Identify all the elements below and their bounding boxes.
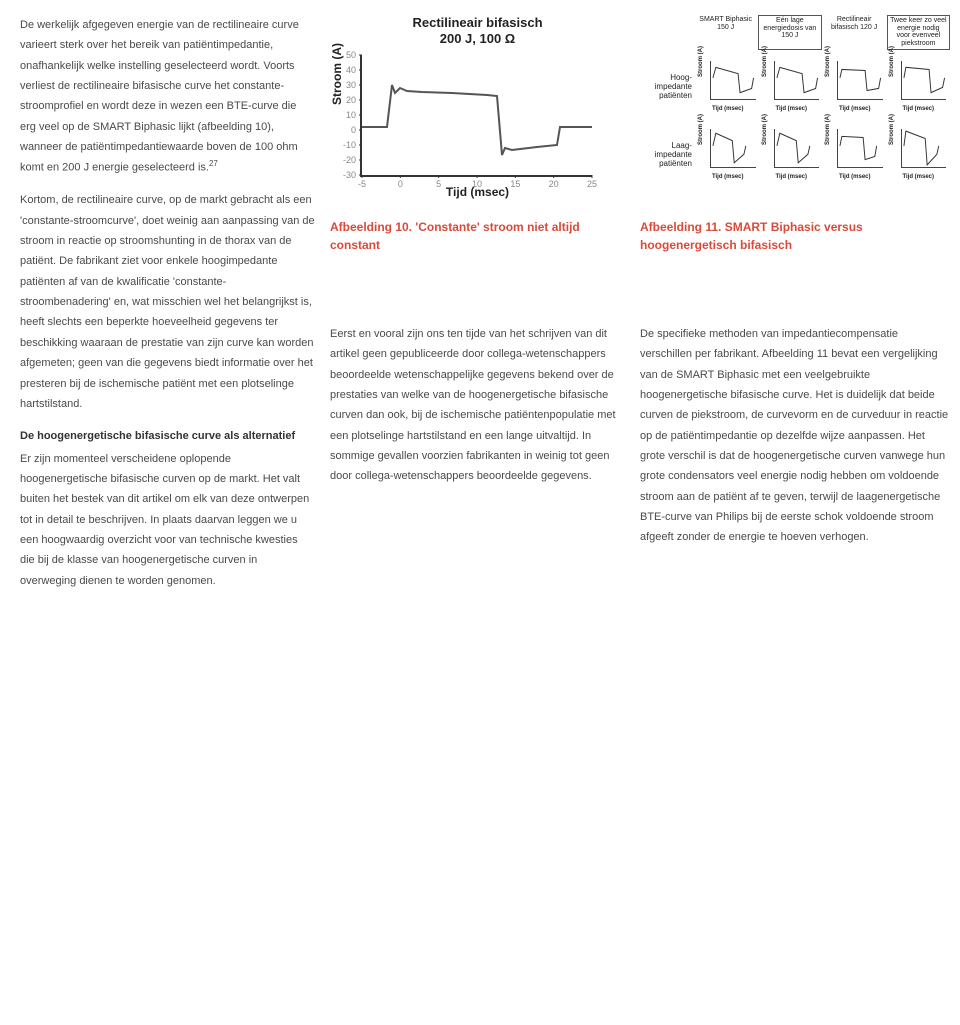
mini-ylabel: Stroom (A) <box>823 46 834 77</box>
svg-text:40: 40 <box>346 65 356 75</box>
fig11-header: Twee keer zo veel energie nodig voor eve… <box>887 15 950 50</box>
fig10-title-l2: 200 J, 100 Ω <box>440 31 515 46</box>
fig11-caption-bold: Afbeelding 11. <box>640 220 721 234</box>
fig11-row-label: Laag-impedante patiënten <box>640 141 696 169</box>
col1-para-3: Er zijn momenteel verscheidene oplopende… <box>20 449 315 591</box>
svg-text:10: 10 <box>346 110 356 120</box>
mini-ylabel: Stroom (A) <box>887 114 898 145</box>
col1-para-1: De werkelijk afgegeven energie van de re… <box>20 15 315 178</box>
mini-ylabel: Stroom (A) <box>696 46 707 77</box>
svg-text:0: 0 <box>351 125 356 135</box>
figure-10: Rectilineair bifasisch 200 J, 100 Ω Stro… <box>330 15 625 210</box>
fig11-header: Rectilineair bifasisch 120 J <box>824 15 885 50</box>
mini-xlabel: Tijd (msec) <box>825 172 885 183</box>
svg-text:-20: -20 <box>343 155 356 165</box>
fig11-caption: Afbeelding 11. SMART Biphasic versus hoo… <box>640 218 950 254</box>
fig11-header: Eén lage energiedosis van 150 J <box>758 15 821 50</box>
fig11-header: SMART Biphasic 150 J <box>695 15 756 50</box>
fig10-plot-area: 50403020100-10-20-30 -50510152025 <box>360 55 592 177</box>
fig10-ylabel: Stroom (A) <box>326 43 348 105</box>
fig11-mini-chart: Stroom (A)Tijd (msec) <box>698 127 758 182</box>
svg-text:-30: -30 <box>343 170 356 180</box>
fig11-mini-chart: Stroom (A)Tijd (msec) <box>889 59 949 114</box>
svg-text:-10: -10 <box>343 140 356 150</box>
figure-11: SMART Biphasic 150 JEén lage energiedosi… <box>640 15 950 210</box>
fig11-row: Laag-impedante patiëntenStroom (A)Tijd (… <box>640 124 950 186</box>
col2-para-1: Eerst en vooral zijn ons ten tijde van h… <box>330 324 625 487</box>
fig11-mini-chart: Stroom (A)Tijd (msec) <box>889 127 949 182</box>
mini-ylabel: Stroom (A) <box>887 46 898 77</box>
fig11-mini-chart: Stroom (A)Tijd (msec) <box>825 59 885 114</box>
fig11-row-label: Hoog-impedante patiënten <box>640 73 696 101</box>
fig10-caption-bold: Afbeelding 10. <box>330 220 412 234</box>
mini-xlabel: Tijd (msec) <box>698 172 758 183</box>
col1-p1-text: De werkelijk afgegeven energie van de re… <box>20 19 299 174</box>
fig10-title-l1: Rectilineair bifasisch <box>412 15 542 30</box>
fig11-mini-chart: Stroom (A)Tijd (msec) <box>698 59 758 114</box>
col1-para-2: Kortom, de rectilineaire curve, op de ma… <box>20 190 315 414</box>
fig11-mini-chart: Stroom (A)Tijd (msec) <box>762 59 822 114</box>
fig10-caption: Afbeelding 10. 'Constante' stroom niet a… <box>330 218 625 254</box>
fig11-mini-chart: Stroom (A)Tijd (msec) <box>825 127 885 182</box>
mini-ylabel: Stroom (A) <box>696 114 707 145</box>
mini-xlabel: Tijd (msec) <box>889 172 949 183</box>
fig11-rows: Hoog-impedante patiëntenStroom (A)Tijd (… <box>640 56 950 186</box>
fig10-title: Rectilineair bifasisch 200 J, 100 Ω <box>330 15 625 48</box>
svg-text:30: 30 <box>346 80 356 90</box>
svg-text:20: 20 <box>346 95 356 105</box>
fig11-row: Hoog-impedante patiëntenStroom (A)Tijd (… <box>640 56 950 118</box>
col1-heading-1: De hoogenergetische bifasische curve als… <box>20 426 315 446</box>
mini-xlabel: Tijd (msec) <box>762 172 822 183</box>
col3-para-1: De specifieke methoden van impedantiecom… <box>640 324 950 548</box>
svg-text:50: 50 <box>346 50 356 60</box>
mini-ylabel: Stroom (A) <box>760 114 771 145</box>
column-2: Rectilineair bifasisch 200 J, 100 Ω Stro… <box>330 15 625 593</box>
page-grid: De werkelijk afgegeven energie van de re… <box>20 15 940 593</box>
mini-ylabel: Stroom (A) <box>760 46 771 77</box>
column-1: De werkelijk afgegeven energie van de re… <box>20 15 315 593</box>
column-3: SMART Biphasic 150 JEén lage energiedosi… <box>640 15 950 593</box>
fig11-headers: SMART Biphasic 150 JEén lage energiedosi… <box>695 15 950 50</box>
fig11-mini-chart: Stroom (A)Tijd (msec) <box>762 127 822 182</box>
fig10-xlabel: Tijd (msec) <box>330 181 625 203</box>
col1-p1-sup: 27 <box>209 159 218 168</box>
mini-ylabel: Stroom (A) <box>823 114 834 145</box>
